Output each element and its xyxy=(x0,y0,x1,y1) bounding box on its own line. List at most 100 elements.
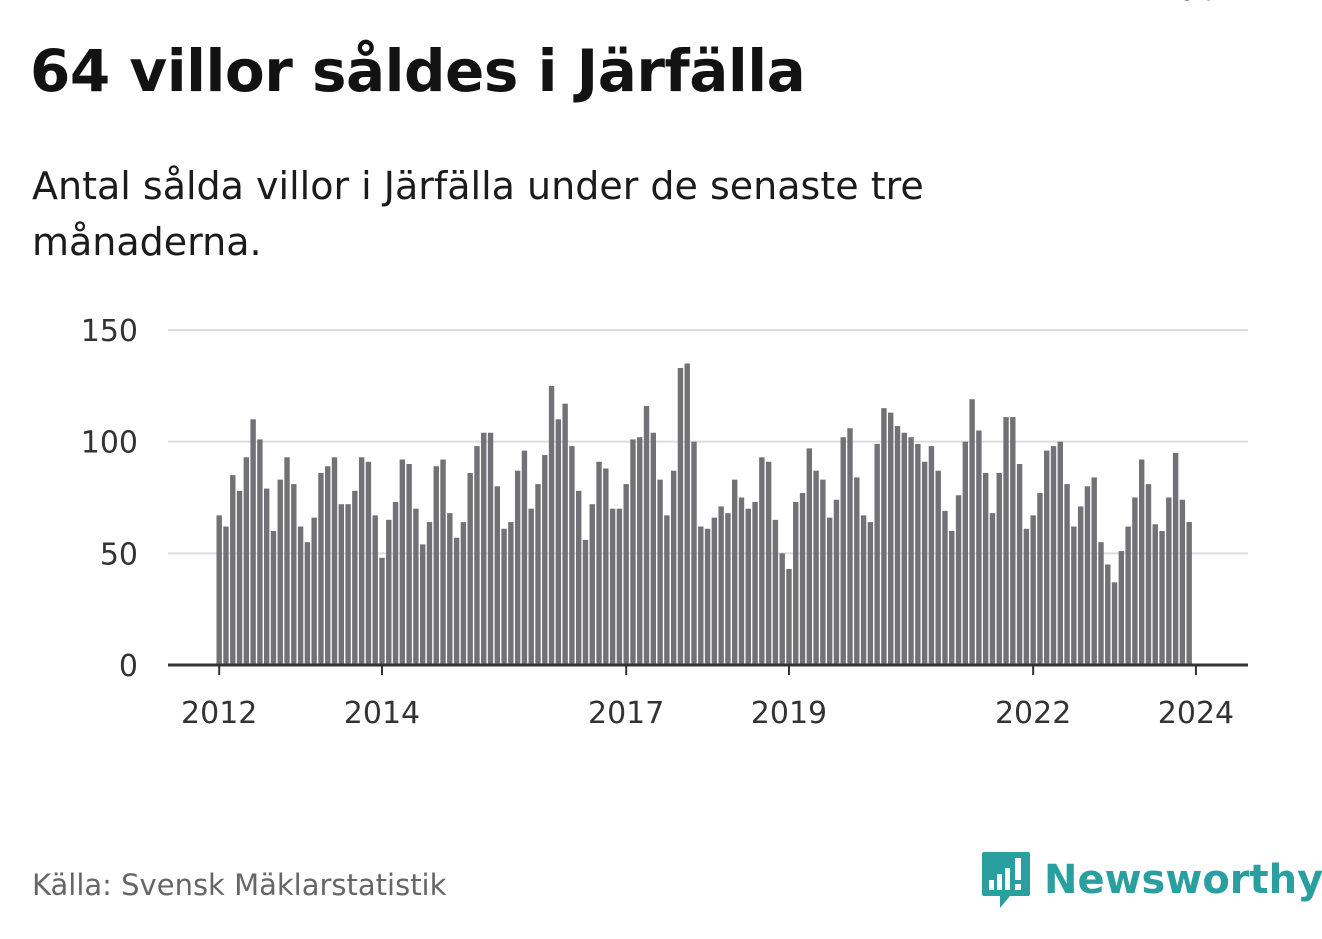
bar xyxy=(223,526,229,665)
bar xyxy=(867,522,874,665)
bar xyxy=(1023,528,1030,665)
x-tick-label: 2012 xyxy=(181,696,257,731)
bar xyxy=(847,428,853,665)
bar xyxy=(331,457,338,665)
bar xyxy=(1186,522,1192,665)
bar xyxy=(874,443,880,665)
bar xyxy=(263,488,270,665)
bar xyxy=(297,526,304,665)
bar xyxy=(650,432,657,665)
bar xyxy=(908,437,914,665)
bar xyxy=(684,363,690,665)
bar xyxy=(691,441,697,665)
bar xyxy=(352,490,358,665)
bar xyxy=(582,539,589,665)
bar xyxy=(1003,417,1009,665)
bar xyxy=(318,472,324,665)
bar xyxy=(270,531,277,665)
bar xyxy=(799,493,806,665)
y-tick-label: 0 xyxy=(119,649,138,684)
bar xyxy=(915,443,921,665)
bar xyxy=(277,479,283,665)
bar xyxy=(243,457,250,665)
bar xyxy=(955,495,962,665)
bar xyxy=(365,461,372,665)
bar xyxy=(589,504,595,665)
x-tick-label: 2019 xyxy=(751,696,827,731)
x-tick-label: 2014 xyxy=(344,696,420,731)
bar xyxy=(250,419,256,665)
bar xyxy=(806,448,813,665)
bar xyxy=(1010,417,1016,665)
bar xyxy=(949,531,955,665)
bar xyxy=(236,490,243,665)
bar xyxy=(786,568,792,665)
x-tick-label: 2017 xyxy=(588,696,664,731)
bar xyxy=(508,522,514,665)
bar xyxy=(609,508,616,665)
bar xyxy=(820,479,826,665)
bar xyxy=(732,479,738,665)
bar xyxy=(379,557,385,665)
bar xyxy=(1166,497,1172,665)
bar xyxy=(888,412,894,665)
bar xyxy=(1152,524,1158,665)
bar xyxy=(1057,441,1063,665)
bar xyxy=(813,470,819,665)
bar xyxy=(413,508,419,665)
bar xyxy=(440,459,446,665)
bar xyxy=(1084,486,1091,665)
bar xyxy=(1132,497,1138,665)
bar xyxy=(426,522,433,665)
bar xyxy=(291,484,297,665)
bar xyxy=(1111,582,1118,665)
bar xyxy=(630,439,636,665)
bar xyxy=(637,437,643,665)
bar xyxy=(399,459,406,665)
bar xyxy=(833,499,840,665)
bar xyxy=(481,432,487,665)
brand-name: Newsworthy xyxy=(1044,857,1322,903)
bar xyxy=(338,504,344,665)
bar xyxy=(562,403,568,665)
bar xyxy=(325,466,331,665)
bar xyxy=(1030,515,1036,665)
bar xyxy=(1098,542,1104,665)
bar xyxy=(467,472,473,665)
bar xyxy=(555,419,562,665)
bar xyxy=(772,519,779,665)
bar xyxy=(779,553,785,665)
chart-title: 64 villor såldes i Järfälla xyxy=(30,37,806,105)
bar xyxy=(1145,484,1152,665)
bar xyxy=(1159,531,1165,665)
bar xyxy=(1037,493,1043,665)
bar xyxy=(392,501,399,665)
bar xyxy=(447,513,453,665)
bar xyxy=(603,468,609,665)
bar xyxy=(670,470,677,665)
x-axis: 2012 2014 2017 2019 2022 2024 xyxy=(168,663,1248,731)
y-tick-label: 100 xyxy=(81,426,138,461)
bar xyxy=(969,399,975,665)
x-tick-label: 2024 xyxy=(1158,696,1234,731)
x-tick-label: 2022 xyxy=(995,696,1071,731)
bar xyxy=(406,464,412,665)
bar xyxy=(982,472,989,665)
bar xyxy=(901,432,907,665)
bar xyxy=(643,405,650,665)
bar xyxy=(1016,464,1023,665)
chart-subtitle: Antal sålda villor i Järfälla under de s… xyxy=(32,164,924,264)
bar xyxy=(535,484,541,665)
bar xyxy=(474,446,480,665)
bar xyxy=(569,446,575,665)
bar xyxy=(1091,477,1097,665)
bar xyxy=(257,439,263,665)
bar xyxy=(1077,506,1084,665)
bar xyxy=(528,508,534,665)
bar xyxy=(521,450,528,665)
newsworthy-logo-icon xyxy=(982,852,1030,908)
bar xyxy=(725,513,731,665)
bar-chart: 0 50 100 150 2012 2014 2017 2019 2022 2024 64 xyxy=(81,0,1248,731)
bar xyxy=(284,457,290,665)
bar xyxy=(677,367,684,665)
